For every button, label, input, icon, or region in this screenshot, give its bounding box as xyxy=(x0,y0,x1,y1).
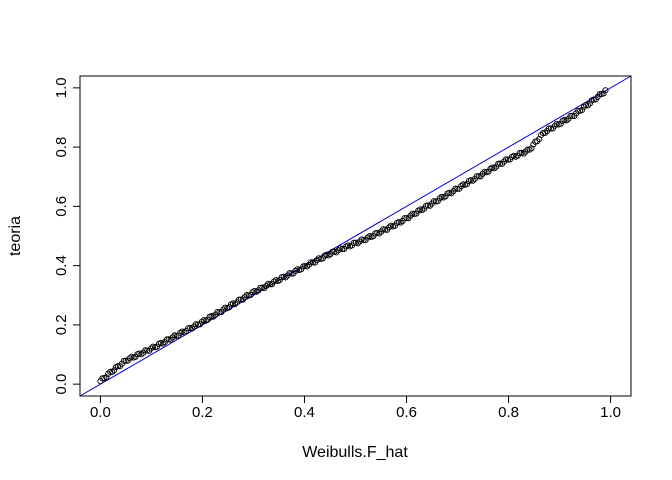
data-point xyxy=(602,87,609,94)
data-point xyxy=(105,370,112,377)
data-point xyxy=(491,165,498,172)
y-tick-label: 0.2 xyxy=(53,314,70,335)
data-point xyxy=(111,367,118,374)
x-axis-label: Weibulls.F_hat xyxy=(302,444,408,461)
data-point xyxy=(148,345,155,352)
data-point xyxy=(282,274,289,281)
data-point xyxy=(307,259,315,266)
data-point xyxy=(210,313,217,320)
reference-line xyxy=(79,75,632,397)
data-point xyxy=(304,263,311,270)
data-point xyxy=(551,122,558,129)
data-point xyxy=(107,368,114,375)
data-point xyxy=(292,267,299,274)
data-point xyxy=(214,308,221,316)
data-point xyxy=(126,355,133,362)
y-tick-label: 0.6 xyxy=(53,196,70,217)
x-tick-label: 1.0 xyxy=(600,404,621,421)
data-point xyxy=(586,100,593,107)
data-point xyxy=(333,249,340,256)
data-point xyxy=(159,340,166,347)
y-tick-label: 0.8 xyxy=(53,137,70,158)
data-point xyxy=(257,284,264,291)
x-tick-label: 0.0 xyxy=(90,404,111,421)
data-point xyxy=(142,347,149,354)
data-point xyxy=(198,318,205,325)
y-axis: 0.0 0.2 0.4 0.6 0.8 1.0 xyxy=(53,77,81,395)
x-tick-label: 0.6 xyxy=(396,404,417,421)
data-point xyxy=(584,102,591,109)
data-point xyxy=(350,239,357,246)
y-axis-label: teoria xyxy=(7,216,24,256)
data-point xyxy=(267,281,274,288)
data-point xyxy=(545,125,552,132)
data-point xyxy=(436,195,443,202)
data-point xyxy=(516,150,523,157)
data-point xyxy=(120,357,127,364)
data-point xyxy=(376,230,383,237)
data-point xyxy=(231,301,239,308)
data-point xyxy=(109,368,116,376)
x-axis: 0.0 0.2 0.4 0.6 0.8 1.0 xyxy=(90,395,621,421)
x-tick-label: 0.4 xyxy=(294,404,315,421)
data-point xyxy=(563,117,570,124)
data-point xyxy=(575,107,582,114)
data-point xyxy=(401,215,408,222)
data-point xyxy=(138,351,145,358)
data-point xyxy=(469,177,476,184)
y-tick-label: 1.0 xyxy=(53,77,70,98)
data-point xyxy=(380,226,387,233)
data-point xyxy=(567,112,574,120)
data-point xyxy=(479,170,486,177)
reference-line-layer xyxy=(79,75,632,397)
data-point xyxy=(473,173,480,180)
data-point xyxy=(397,219,404,226)
data-point xyxy=(235,296,242,303)
data-point xyxy=(596,91,603,98)
data-point xyxy=(452,185,459,192)
data-point xyxy=(458,183,465,190)
data-point xyxy=(448,190,455,197)
x-tick-label: 0.8 xyxy=(498,404,519,421)
data-point xyxy=(99,375,106,382)
data-point xyxy=(335,247,342,254)
data-point xyxy=(504,156,512,163)
data-point xyxy=(354,240,361,247)
data-point xyxy=(163,336,170,343)
data-point xyxy=(103,374,110,381)
data-point xyxy=(579,106,586,114)
data-point xyxy=(329,248,336,255)
data-point xyxy=(541,129,549,136)
y-tick-label: 0.4 xyxy=(53,255,70,276)
y-tick-label: 0.0 xyxy=(53,374,70,395)
data-point xyxy=(189,325,196,332)
data-point xyxy=(520,150,527,157)
x-tick-label: 0.2 xyxy=(192,404,213,421)
data-point xyxy=(600,90,607,97)
data-point xyxy=(313,257,320,264)
data-point xyxy=(454,185,461,192)
data-point xyxy=(220,306,227,313)
data-point xyxy=(524,146,531,153)
data-point xyxy=(580,103,588,110)
data-point xyxy=(385,224,393,231)
points-layer xyxy=(97,87,609,385)
